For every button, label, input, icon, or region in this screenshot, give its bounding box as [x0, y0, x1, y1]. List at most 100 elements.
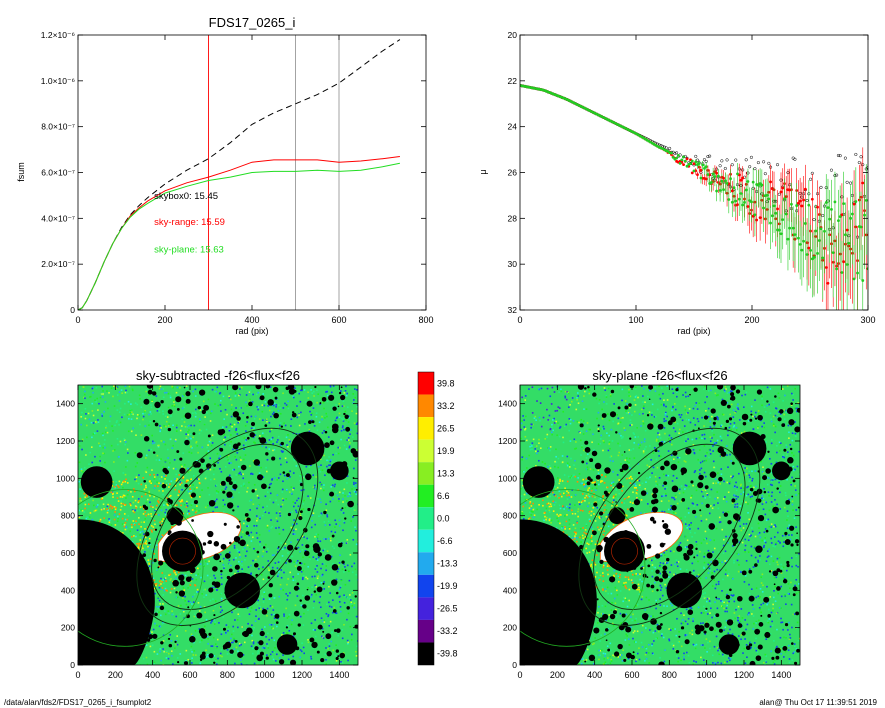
image-pixel-warm — [86, 495, 88, 498]
image-pixel — [295, 509, 297, 512]
image-pixel — [310, 419, 313, 422]
image-pixel — [727, 511, 730, 513]
image-pixel — [674, 512, 677, 514]
image-pixel — [743, 430, 746, 433]
mu-point — [737, 197, 741, 201]
image-pixel — [207, 487, 209, 489]
image-pixel — [167, 655, 170, 658]
image-pixel-warm — [168, 574, 170, 577]
mu-point — [697, 162, 701, 165]
masked-source — [287, 512, 292, 517]
image-pixel — [180, 464, 182, 466]
masked-source — [151, 391, 157, 396]
image-pixel — [139, 398, 141, 400]
image-pixel — [165, 420, 168, 423]
image-pixel — [323, 538, 325, 540]
mu-point — [695, 158, 700, 162]
image-pixel — [112, 395, 114, 398]
image-pixel — [211, 388, 214, 391]
image-pixel — [124, 402, 126, 405]
image-pixel — [113, 449, 116, 451]
masked-source — [178, 574, 185, 581]
image-pixel — [160, 488, 163, 490]
image-pixel — [605, 590, 607, 592]
image-pixel — [126, 493, 129, 496]
fsum-annotation: sky-range: 15.59 — [154, 217, 225, 228]
image-pixel — [702, 565, 705, 568]
image-pixel — [314, 584, 316, 587]
image-pixel — [726, 481, 728, 484]
image-pixel — [209, 478, 212, 481]
image-pixel — [228, 396, 231, 399]
masked-source — [299, 483, 304, 487]
image-pixel-warm — [123, 513, 126, 515]
mu-point — [767, 197, 771, 201]
image-pixel — [761, 494, 764, 497]
image-pixel — [649, 389, 651, 392]
mu-point — [746, 180, 750, 183]
image-pixel — [321, 563, 324, 565]
image-pixel — [594, 568, 597, 570]
mu-point — [779, 232, 783, 236]
image-pixel — [257, 406, 260, 409]
mu-point — [802, 198, 806, 202]
masked-source — [336, 628, 341, 633]
image-pixel — [784, 595, 786, 597]
image-pixel — [238, 550, 240, 552]
image-pixel-warm — [155, 584, 157, 587]
image-pixel — [346, 482, 348, 484]
image-pixel — [659, 562, 662, 564]
image-pixel — [207, 450, 210, 452]
masked-source — [224, 552, 231, 559]
fsum-x-tick-label: 800 — [418, 315, 433, 325]
image-pixel — [285, 436, 288, 439]
image-pixel — [189, 607, 192, 610]
image-pixel — [760, 419, 762, 422]
image-pixel-warm — [99, 518, 102, 521]
mu-point — [744, 158, 748, 162]
image-pixel — [131, 411, 133, 414]
image-pixel — [315, 585, 317, 588]
image-pixel — [291, 511, 293, 513]
masked-source — [322, 582, 325, 585]
masked-source — [274, 396, 278, 400]
image-pixel — [717, 583, 720, 585]
image-pixel — [633, 433, 636, 435]
mu-point — [784, 212, 788, 216]
image-pixel — [148, 562, 150, 564]
image-pixel — [217, 491, 220, 493]
image-pixel — [142, 412, 144, 415]
image-pixel — [160, 476, 163, 478]
mu-point — [810, 197, 814, 201]
masked-source — [179, 467, 186, 474]
fsum-x-tick-label: 0 — [75, 315, 80, 325]
image-pixel — [173, 401, 175, 403]
masked-source — [326, 650, 332, 657]
image-pixel — [700, 467, 703, 470]
image-pixel — [311, 575, 314, 578]
image-pixel-warm — [155, 582, 158, 585]
image-pixel — [732, 416, 735, 418]
image-pixel-warm — [161, 534, 164, 536]
image-pixel — [220, 576, 223, 579]
image-pixel — [287, 434, 289, 436]
masked-source — [218, 429, 221, 432]
image-pixel — [339, 595, 341, 598]
image-pixel — [171, 613, 174, 616]
fsum-y-tick-label: 0 — [70, 305, 75, 315]
image-pixel — [129, 409, 132, 412]
image-pixel — [639, 591, 641, 593]
image-pixel — [173, 403, 176, 406]
image-pixel — [645, 646, 647, 649]
image-pixel — [170, 639, 173, 642]
image-pixel — [791, 659, 794, 661]
image-pixel — [697, 430, 699, 433]
image-pixel — [224, 408, 227, 411]
image-pixel — [234, 481, 236, 483]
image-pixel — [203, 580, 206, 583]
image-pixel — [247, 622, 249, 625]
image-pixel — [222, 505, 225, 508]
mu-point — [669, 151, 673, 155]
mu-point — [703, 166, 706, 170]
image-pixel — [267, 548, 269, 550]
